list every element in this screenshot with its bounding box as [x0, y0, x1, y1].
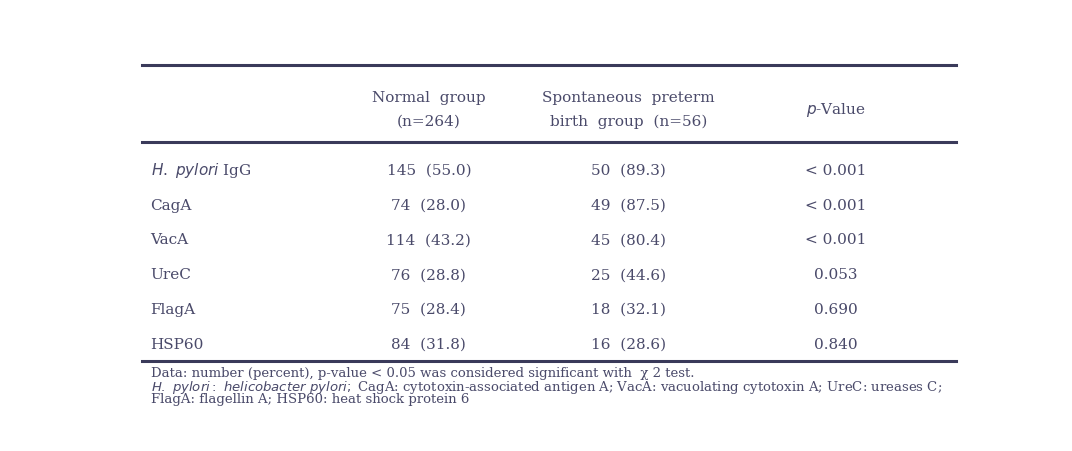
Text: 16  (28.6): 16 (28.6)	[591, 337, 666, 351]
Text: VacA: VacA	[150, 233, 189, 247]
Text: FlagA: flagellin A; HSP60: heat shock protein 6: FlagA: flagellin A; HSP60: heat shock pr…	[150, 392, 468, 405]
Text: (n=264): (n=264)	[397, 115, 461, 129]
Text: Spontaneous  preterm: Spontaneous preterm	[542, 91, 715, 105]
Text: < 0.001: < 0.001	[805, 163, 867, 177]
Text: CagA: CagA	[150, 198, 192, 212]
Text: $p$-Value: $p$-Value	[806, 101, 866, 119]
Text: $\it{H.\ pylori:\ helicobacter\ pylori;}$ CagA: cytotoxin-associated antigen A; : $\it{H.\ pylori:\ helicobacter\ pylori;}…	[150, 378, 942, 395]
Text: 25  (44.6): 25 (44.6)	[591, 267, 666, 281]
Text: 0.690: 0.690	[814, 302, 858, 316]
Text: 145  (55.0): 145 (55.0)	[387, 163, 472, 177]
Text: 75  (28.4): 75 (28.4)	[391, 302, 466, 316]
Text: FlagA: FlagA	[150, 302, 196, 316]
Text: 74  (28.0): 74 (28.0)	[391, 198, 466, 212]
Text: < 0.001: < 0.001	[805, 198, 867, 212]
Text: 114  (43.2): 114 (43.2)	[387, 233, 472, 247]
Text: Normal  group: Normal group	[372, 91, 486, 105]
Text: 0.840: 0.840	[815, 337, 858, 351]
Text: 0.053: 0.053	[815, 267, 858, 281]
Text: $\it{H.\ pylori}$ IgG: $\it{H.\ pylori}$ IgG	[150, 161, 251, 180]
Text: 49  (87.5): 49 (87.5)	[591, 198, 666, 212]
Text: 76  (28.8): 76 (28.8)	[391, 267, 466, 281]
Text: 50  (89.3): 50 (89.3)	[591, 163, 666, 177]
Text: HSP60: HSP60	[150, 337, 204, 351]
Text: Data: number (percent), p-value < 0.05 was considered significant with  χ 2 test: Data: number (percent), p-value < 0.05 w…	[150, 366, 694, 379]
Text: 45  (80.4): 45 (80.4)	[591, 233, 666, 247]
Text: 18  (32.1): 18 (32.1)	[591, 302, 666, 316]
Text: 84  (31.8): 84 (31.8)	[391, 337, 466, 351]
Text: birth  group  (n=56): birth group (n=56)	[550, 115, 708, 129]
Text: < 0.001: < 0.001	[805, 233, 867, 247]
Text: UreC: UreC	[150, 267, 192, 281]
